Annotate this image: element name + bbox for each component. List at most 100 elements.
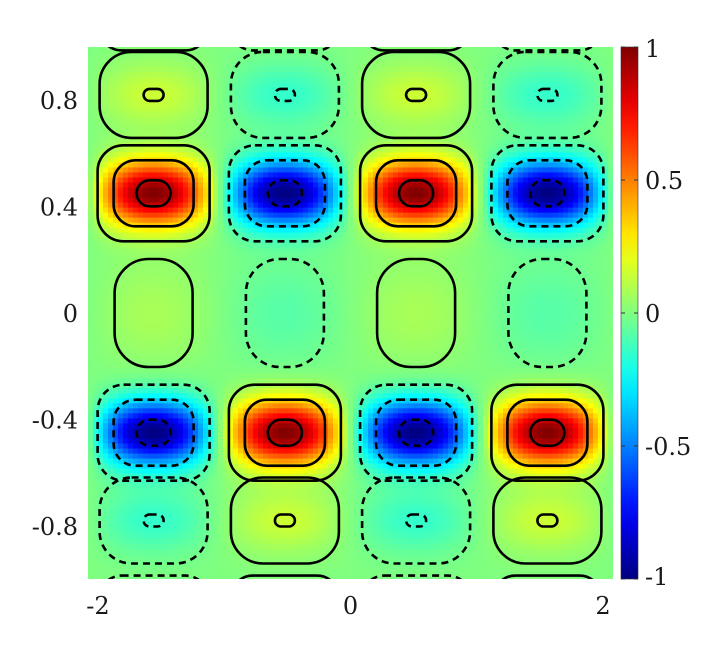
heatmap-cell (563, 107, 569, 113)
heatmap-cell (413, 247, 419, 254)
heatmap-cell (188, 97, 194, 103)
heatmap-cell (528, 207, 534, 214)
heatmap-cell (258, 72, 264, 78)
heatmap-cell (588, 227, 594, 234)
heatmap-cell (208, 262, 214, 269)
heatmap-cell (503, 72, 509, 78)
heatmap-cell (508, 132, 514, 138)
heatmap-cell (483, 102, 489, 108)
heatmap-cell (408, 162, 414, 169)
heatmap-cell (153, 57, 159, 63)
heatmap-cell (588, 127, 594, 133)
heatmap-cell (513, 267, 519, 274)
heatmap-cell (518, 82, 524, 88)
heatmap-cell (173, 232, 179, 239)
heatmap-cell (388, 122, 394, 128)
heatmap-cell (228, 242, 234, 249)
heatmap-cell (313, 92, 319, 98)
heatmap-cell (278, 117, 284, 123)
heatmap-cell (368, 77, 374, 83)
heatmap-cell (313, 207, 319, 214)
heatmap-cell (538, 57, 544, 63)
heatmap-cell (518, 197, 524, 204)
heatmap-cell (368, 222, 374, 229)
heatmap-cell (168, 127, 174, 133)
heatmap-cell (153, 122, 159, 128)
heatmap-cell (493, 247, 499, 254)
heatmap-cell (163, 57, 169, 63)
heatmap-cell (143, 227, 149, 234)
heatmap-cell (343, 182, 349, 189)
heatmap-cell (333, 107, 339, 113)
heatmap-cell (373, 132, 379, 138)
heatmap-cell (268, 242, 274, 249)
heatmap-cell (113, 227, 119, 234)
heatmap-cell (523, 202, 529, 209)
heatmap-cell (393, 282, 399, 289)
heatmap-cell (88, 242, 94, 249)
heatmap-cell (533, 92, 539, 98)
heatmap-cell (298, 82, 304, 88)
heatmap-cell (243, 167, 249, 174)
heatmap-cell (88, 132, 94, 138)
heatmap-cell (353, 102, 359, 108)
heatmap-cell (588, 242, 594, 249)
heatmap-cell (208, 257, 214, 264)
heatmap-cell (423, 207, 429, 214)
heatmap-cell (273, 137, 279, 143)
heatmap-cell (493, 87, 499, 93)
heatmap-cell (473, 277, 479, 284)
heatmap-cell (508, 77, 514, 83)
heatmap-cell (173, 132, 179, 138)
heatmap-cell (278, 232, 284, 239)
heatmap-cell (388, 62, 394, 68)
heatmap-cell (518, 127, 524, 133)
heatmap-cell (418, 167, 424, 174)
heatmap-cell (238, 282, 244, 289)
heatmap-cell (238, 212, 244, 219)
heatmap-cell (178, 197, 184, 204)
heatmap-cell (198, 77, 204, 83)
heatmap-cell (438, 217, 444, 224)
heatmap-cell (488, 122, 494, 128)
heatmap-cell (548, 237, 554, 244)
heatmap-cell (378, 162, 384, 169)
heatmap-cell (563, 187, 569, 194)
heatmap-cell (483, 182, 489, 189)
heatmap-cell (483, 237, 489, 244)
heatmap-cell (493, 167, 499, 174)
heatmap-cell (328, 217, 334, 224)
heatmap-cell (433, 107, 439, 113)
heatmap-cell (188, 102, 194, 108)
heatmap-cell (333, 157, 339, 164)
heatmap-cell (373, 282, 379, 289)
heatmap-cell (353, 137, 359, 143)
heatmap-cell (338, 72, 344, 78)
heatmap-cell (378, 87, 384, 93)
heatmap-cell (338, 252, 344, 259)
heatmap-cell (463, 157, 469, 164)
heatmap-cell (373, 172, 379, 179)
heatmap-cell (308, 132, 314, 138)
heatmap-cell (323, 82, 329, 88)
heatmap-cell (318, 197, 324, 204)
heatmap-cell (98, 247, 104, 254)
heatmap-cell (98, 272, 104, 279)
heatmap-cell (123, 172, 129, 179)
heatmap-cell (288, 137, 294, 143)
heatmap-cell (483, 137, 489, 143)
heatmap-cell (313, 102, 319, 108)
heatmap-cell (183, 112, 189, 118)
heatmap-cell (338, 242, 344, 249)
heatmap-cell (443, 152, 449, 159)
heatmap-cell (153, 277, 159, 284)
heatmap-cell (93, 257, 99, 264)
heatmap-cell (223, 112, 229, 118)
heatmap-cell (548, 212, 554, 219)
heatmap-cell (508, 267, 514, 274)
heatmap-cell (563, 217, 569, 224)
heatmap-cell (558, 177, 564, 184)
heatmap-cell (393, 202, 399, 209)
heatmap-cell (378, 192, 384, 199)
heatmap-cell (198, 202, 204, 209)
